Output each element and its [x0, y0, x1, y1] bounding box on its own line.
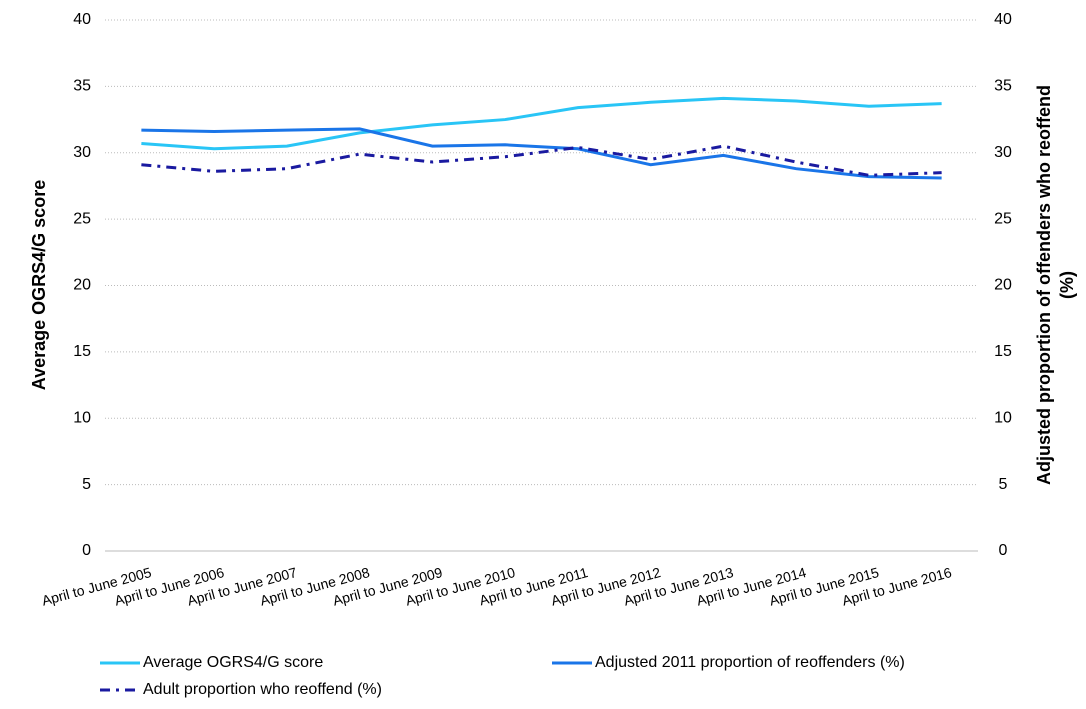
legend-label: Adjusted 2011 proportion of reoffenders … [595, 654, 905, 671]
y2-tick-label: 5 [999, 476, 1008, 493]
y2-axis-title: Adjusted proportion of offenders who reo… [1034, 85, 1054, 485]
legend-label: Adult proportion who reoffend (%) [143, 681, 382, 698]
y-tick-label: 0 [82, 542, 91, 559]
y2-tick-label: 40 [994, 11, 1012, 28]
y-tick-label: 40 [73, 11, 91, 28]
series-line [141, 144, 942, 177]
y2-tick-label: 20 [994, 277, 1012, 294]
y2-tick-label: 25 [994, 210, 1012, 227]
y2-tick-label: 30 [994, 144, 1012, 161]
series-line [141, 96, 942, 151]
y-tick-label: 25 [73, 210, 91, 227]
y-tick-label: 15 [73, 343, 91, 360]
y2-tick-label: 35 [994, 78, 1012, 95]
y2-tick-label: 10 [994, 409, 1012, 426]
y-tick-label: 35 [73, 78, 91, 95]
y-tick-label: 30 [73, 144, 91, 161]
y-tick-label: 20 [73, 277, 91, 294]
y2-tick-label: 0 [999, 542, 1008, 559]
y-tick-label: 10 [73, 409, 91, 426]
legend-label: Average OGRS4/G score [143, 654, 323, 671]
y-axis-title: Average OGRS4/G score [29, 180, 49, 390]
y2-tick-label: 15 [994, 343, 1012, 360]
y2-axis-title: (%) [1057, 271, 1077, 299]
series-line [141, 127, 942, 180]
y-tick-label: 5 [82, 476, 91, 493]
